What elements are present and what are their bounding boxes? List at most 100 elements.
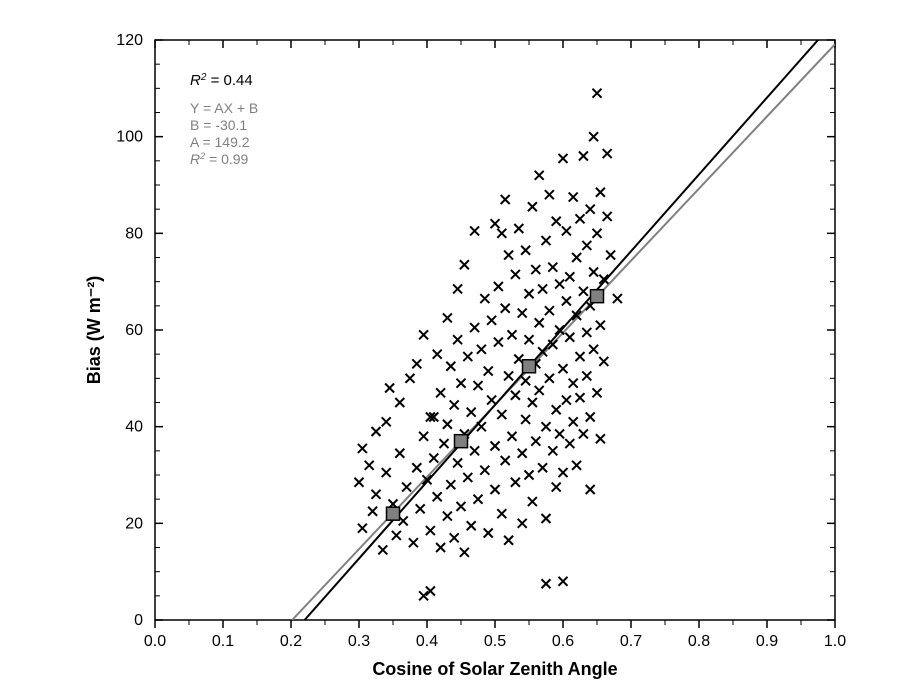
scatter-point xyxy=(593,89,602,98)
scatter-point xyxy=(521,376,530,385)
scatter-point xyxy=(545,374,554,383)
scatter-point xyxy=(518,449,527,458)
y-tick-label: 100 xyxy=(116,129,143,146)
scatter-point xyxy=(443,512,452,521)
scatter-point xyxy=(511,270,520,279)
scatter-chart: 0.00.10.20.30.40.50.60.70.80.91.00204060… xyxy=(0,0,911,698)
scatter-point xyxy=(467,408,476,417)
scatter-point xyxy=(514,224,523,233)
scatter-point xyxy=(378,545,387,554)
scatter-point xyxy=(576,352,585,361)
scatter-point xyxy=(474,381,483,390)
scatter-point xyxy=(446,362,455,371)
x-axis-title: Cosine of Solar Zenith Angle xyxy=(372,659,617,679)
scatter-point xyxy=(579,152,588,161)
scatter-point xyxy=(535,171,544,180)
scatter-point xyxy=(467,521,476,530)
scatter-point xyxy=(450,400,459,409)
scatter-point xyxy=(463,473,472,482)
scatter-point xyxy=(586,205,595,214)
annotation-gray-line: A = 149.2 xyxy=(190,134,250,150)
scatter-point xyxy=(582,241,591,250)
scatter-point xyxy=(606,251,615,260)
scatter-point xyxy=(576,214,585,223)
scatter-point xyxy=(368,507,377,516)
scatter-point xyxy=(358,444,367,453)
x-tick-label: 0.3 xyxy=(348,633,370,650)
scatter-point xyxy=(446,480,455,489)
scatter-point xyxy=(484,529,493,538)
scatter-point xyxy=(463,352,472,361)
scatter-point xyxy=(358,524,367,533)
scatter-point xyxy=(569,379,578,388)
scatter-point xyxy=(552,217,561,226)
scatter-point xyxy=(596,188,605,197)
scatter-point xyxy=(419,432,428,441)
scatter-point xyxy=(429,454,438,463)
scatter-point xyxy=(565,439,574,448)
scatter-point xyxy=(402,483,411,492)
y-tick-label: 60 xyxy=(125,322,143,339)
scatter-point xyxy=(559,364,568,373)
scatter-point xyxy=(372,490,381,499)
scatter-point xyxy=(565,333,574,342)
scatter-point xyxy=(419,330,428,339)
scatter-point xyxy=(569,193,578,202)
scatter-point xyxy=(562,396,571,405)
scatter-point xyxy=(531,437,540,446)
x-tick-label: 0.6 xyxy=(552,633,574,650)
scatter-point xyxy=(559,577,568,586)
scatter-point xyxy=(409,538,418,547)
scatter-point xyxy=(470,446,479,455)
scatter-point xyxy=(552,405,561,414)
binned-point xyxy=(455,435,468,448)
scatter-point xyxy=(521,415,530,424)
scatter-point xyxy=(470,323,479,332)
x-tick-label: 0.0 xyxy=(144,633,166,650)
scatter-point xyxy=(569,417,578,426)
scatter-point xyxy=(508,432,517,441)
y-tick-label: 20 xyxy=(125,515,143,532)
scatter-point xyxy=(535,318,544,327)
scatter-point xyxy=(395,398,404,407)
scatter-point xyxy=(406,374,415,383)
x-tick-label: 0.5 xyxy=(484,633,506,650)
scatter-point xyxy=(545,190,554,199)
scatter-point xyxy=(586,485,595,494)
x-tick-label: 0.1 xyxy=(212,633,234,650)
scatter-point xyxy=(528,497,537,506)
scatter-point xyxy=(552,483,561,492)
scatter-point xyxy=(385,384,394,393)
scatter-point xyxy=(542,236,551,245)
scatter-point xyxy=(589,345,598,354)
scatter-point xyxy=(559,154,568,163)
scatter-point xyxy=(525,471,534,480)
y-tick-label: 80 xyxy=(125,225,143,242)
scatter-point xyxy=(484,367,493,376)
x-tick-label: 0.4 xyxy=(416,633,438,650)
scatter-point xyxy=(440,439,449,448)
x-tick-label: 0.9 xyxy=(756,633,778,650)
scatter-point xyxy=(603,212,612,221)
scatter-point xyxy=(491,485,500,494)
scatter-point xyxy=(497,509,506,518)
annotation-r2-black: R2 = 0.44 xyxy=(190,72,253,90)
y-axis-title: Bias (W m⁻²) xyxy=(84,276,104,385)
scatter-point xyxy=(470,226,479,235)
x-tick-label: 1.0 xyxy=(824,633,846,650)
scatter-point xyxy=(562,226,571,235)
scatter-point xyxy=(528,398,537,407)
scatter-point xyxy=(443,313,452,322)
scatter-point xyxy=(565,272,574,281)
y-tick-label: 120 xyxy=(116,32,143,49)
scatter-point xyxy=(395,449,404,458)
scatter-point xyxy=(416,504,425,513)
scatter-point xyxy=(538,284,547,293)
scatter-point xyxy=(501,304,510,313)
scatter-point xyxy=(355,478,364,487)
scatter-point xyxy=(582,371,591,380)
scatter-point xyxy=(372,427,381,436)
scatter-point xyxy=(460,548,469,557)
binned-point xyxy=(523,360,536,373)
scatter-point xyxy=(525,335,534,344)
